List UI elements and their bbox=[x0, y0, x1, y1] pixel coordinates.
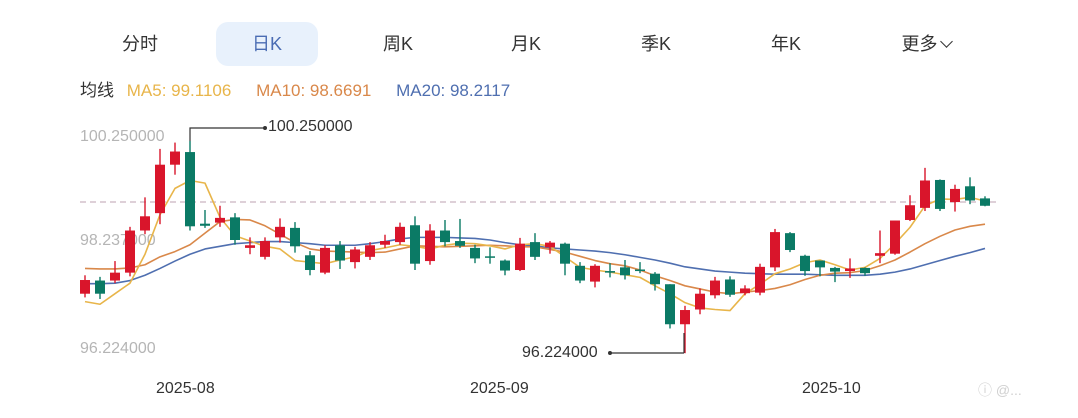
candle bbox=[590, 264, 600, 288]
candle bbox=[440, 219, 450, 247]
candle bbox=[380, 234, 390, 248]
candle bbox=[785, 232, 795, 253]
tab-daily-k[interactable]: 日K bbox=[216, 22, 318, 66]
tab-intraday[interactable]: 分时 bbox=[90, 22, 190, 66]
candle bbox=[290, 222, 300, 253]
candle bbox=[650, 272, 660, 291]
candle bbox=[275, 218, 285, 243]
ma5-value: MA5: 99.1106 bbox=[126, 81, 232, 100]
candle bbox=[95, 276, 105, 299]
candle bbox=[410, 216, 420, 271]
candle bbox=[500, 259, 510, 276]
candle bbox=[320, 245, 330, 275]
candle bbox=[545, 241, 555, 254]
tab-monthly-k[interactable]: 月K bbox=[476, 22, 576, 66]
ma-legend-label: 均线 bbox=[80, 81, 114, 100]
max-annotation-leader bbox=[189, 127, 265, 141]
candle bbox=[725, 276, 735, 297]
candle bbox=[155, 148, 165, 225]
min-price-annotation: 96.224000 bbox=[522, 344, 598, 361]
candle bbox=[965, 177, 975, 205]
candle bbox=[395, 222, 405, 245]
candle bbox=[695, 288, 705, 315]
tab-label: 季K bbox=[640, 34, 671, 54]
candle bbox=[710, 276, 720, 299]
tab-quarterly-k[interactable]: 季K bbox=[606, 22, 706, 66]
tab-more[interactable]: 更多 bbox=[876, 22, 976, 66]
tab-label: 分时 bbox=[122, 34, 158, 54]
candle bbox=[215, 205, 225, 227]
candle bbox=[740, 285, 750, 296]
tab-yearly-k[interactable]: 年K bbox=[736, 22, 836, 66]
candle bbox=[905, 195, 915, 222]
candle bbox=[815, 260, 825, 277]
candle bbox=[425, 224, 435, 265]
candle bbox=[350, 246, 360, 269]
candle bbox=[620, 260, 630, 280]
candle bbox=[530, 233, 540, 261]
candle bbox=[305, 251, 315, 276]
candle bbox=[575, 262, 585, 284]
candle bbox=[875, 230, 885, 264]
candles bbox=[80, 141, 990, 354]
tab-label: 周K bbox=[382, 34, 413, 54]
candle bbox=[485, 247, 495, 264]
ma10-value: MA10: 98.6691 bbox=[256, 81, 372, 100]
x-axis-label-aug: 2025-08 bbox=[156, 380, 215, 397]
candle bbox=[80, 275, 90, 298]
candle bbox=[665, 284, 675, 329]
candle bbox=[770, 228, 780, 272]
period-tabs: 分时 日K 周K 月K 季K 年K 更多 bbox=[0, 0, 1078, 70]
ma20-value: MA20: 98.2117 bbox=[396, 81, 511, 100]
x-axis-label-sep: 2025-09 bbox=[470, 380, 529, 397]
y-axis-label-top: 100.250000 bbox=[80, 128, 165, 145]
candle bbox=[185, 141, 195, 231]
tab-label: 日K bbox=[251, 34, 282, 54]
ma-legend: 均线 MA5: 99.1106 MA10: 98.6691 MA20: 98.2… bbox=[80, 78, 530, 104]
candle bbox=[845, 258, 855, 278]
candle bbox=[680, 305, 690, 354]
candle bbox=[800, 254, 810, 276]
candle bbox=[170, 142, 180, 175]
candle bbox=[860, 267, 870, 276]
candle bbox=[935, 179, 945, 212]
candle bbox=[365, 242, 375, 261]
candle bbox=[455, 218, 465, 248]
x-axis-label-oct: 2025-10 bbox=[802, 380, 861, 397]
y-axis-label-bottom: 96.224000 bbox=[80, 340, 156, 357]
tab-label: 月K bbox=[510, 34, 541, 54]
candle bbox=[980, 196, 990, 207]
min-annotation-dot bbox=[608, 351, 612, 355]
candle bbox=[230, 213, 240, 245]
tab-label: 更多 bbox=[901, 34, 938, 54]
candle bbox=[830, 266, 840, 283]
candle bbox=[260, 237, 270, 260]
max-price-annotation: 100.250000 bbox=[268, 118, 353, 135]
candle bbox=[335, 241, 345, 269]
tab-weekly-k[interactable]: 周K bbox=[348, 22, 448, 66]
candle bbox=[140, 197, 150, 235]
y-axis-label-mid: 98.237000 bbox=[80, 232, 156, 249]
max-annotation-dot bbox=[263, 126, 267, 130]
tab-label: 年K bbox=[770, 34, 801, 54]
candle bbox=[515, 237, 525, 272]
candle bbox=[890, 220, 900, 255]
candle bbox=[560, 242, 570, 276]
candle bbox=[110, 261, 120, 284]
candle bbox=[920, 167, 930, 212]
candle bbox=[245, 237, 255, 255]
candle bbox=[950, 184, 960, 212]
watermark: ⓘ @... bbox=[978, 382, 1022, 398]
candle bbox=[755, 263, 765, 296]
candle bbox=[635, 262, 645, 274]
candle bbox=[470, 244, 480, 264]
candle bbox=[200, 209, 210, 228]
candle bbox=[125, 226, 135, 277]
candle bbox=[605, 263, 615, 278]
